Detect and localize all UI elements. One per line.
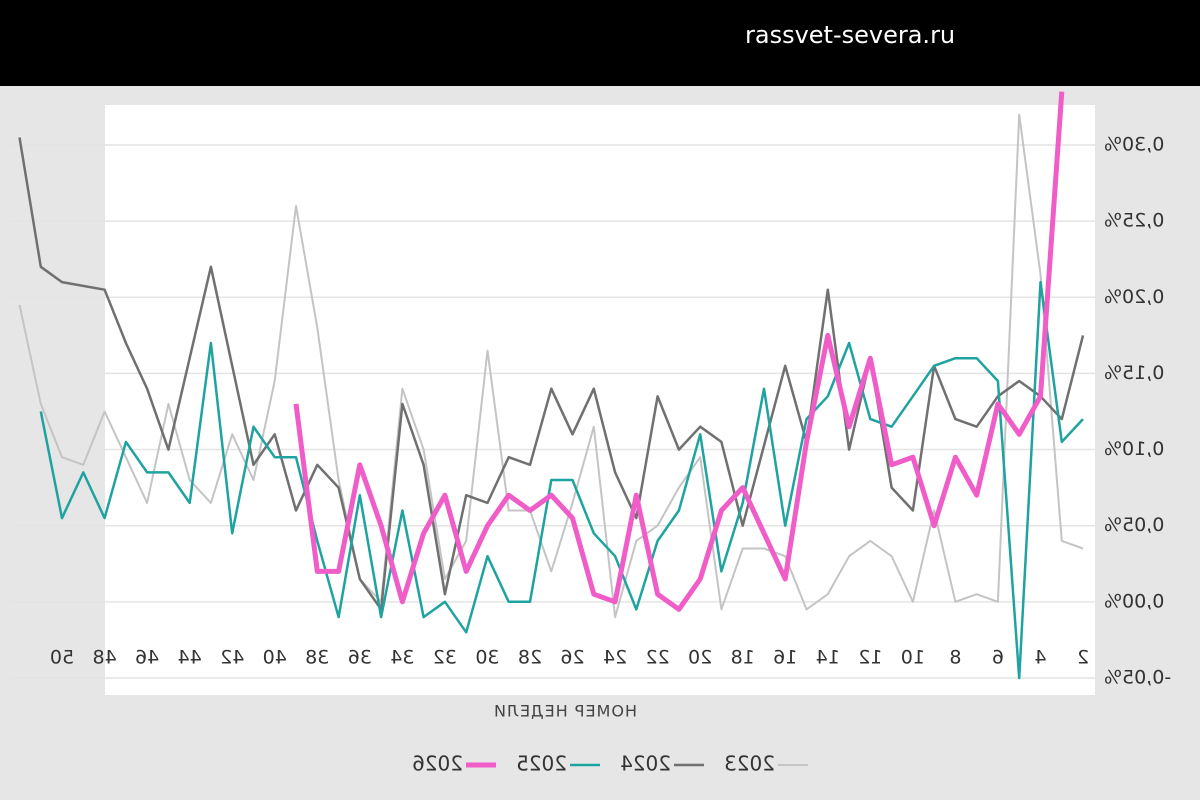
series-line xyxy=(293,91,1065,612)
x-tick-label: 50 xyxy=(50,647,74,669)
series-line xyxy=(18,137,1085,611)
x-tick-label: 8 xyxy=(949,647,961,669)
x-tick-label: 28 xyxy=(518,647,542,669)
y-tick-label: 0,10% xyxy=(1104,438,1164,460)
series-line xyxy=(18,113,1084,619)
x-tick-label: 36 xyxy=(348,647,372,669)
x-tick-label: 22 xyxy=(646,647,670,669)
x-tick-label: 4 xyxy=(1034,647,1046,669)
x-tick-label: 18 xyxy=(731,647,755,669)
x-tick-label: 10 xyxy=(901,647,925,669)
y-tick-label: 0,00% xyxy=(1104,590,1164,612)
x-tick-label: 26 xyxy=(560,647,584,669)
x-tick-label: 30 xyxy=(475,647,499,669)
x-tick-label: 34 xyxy=(390,647,414,669)
x-tick-label: 38 xyxy=(305,647,329,669)
x-tick-label: 6 xyxy=(992,647,1004,669)
y-tick-label: 0,25% xyxy=(1104,210,1164,232)
y-tick-label: 0,30% xyxy=(1104,134,1164,156)
x-tick-label: 44 xyxy=(178,647,202,669)
x-axis-title: НОМЕР НЕДЕЛИ xyxy=(493,702,637,721)
series-line xyxy=(39,280,1084,680)
x-tick-label: 48 xyxy=(92,647,116,669)
legend-label: 2023 xyxy=(724,752,775,776)
x-tick-label: 24 xyxy=(603,647,627,669)
top-band xyxy=(0,0,1200,86)
x-tick-label: 46 xyxy=(135,647,159,669)
watermark: rassvet-severa.ru xyxy=(745,21,955,49)
x-tick-label: 2 xyxy=(1077,647,1089,669)
mirrored-chart: -0,05% 0,00% 0,05% 0,10% 0,15% 0,20% 0,25% 0,30… xyxy=(10,91,1171,776)
y-tick-label: 0,05% xyxy=(1104,514,1164,536)
x-tick-label: 12 xyxy=(858,647,882,669)
y-tick-label: -0,05% xyxy=(1104,666,1171,688)
y-tick-label: 0,15% xyxy=(1104,362,1164,384)
x-tick-label: 42 xyxy=(220,647,244,669)
legend-label: 2024 xyxy=(620,752,671,776)
x-tick-label: 32 xyxy=(433,647,457,669)
x-tick-label: 40 xyxy=(263,647,287,669)
legend-label: 2026 xyxy=(412,752,463,776)
x-tick-label: 20 xyxy=(688,647,712,669)
y-tick-label: 0,20% xyxy=(1104,286,1164,308)
x-tick-label: 16 xyxy=(773,647,797,669)
legend-label: 2025 xyxy=(516,752,567,776)
x-tick-label: 14 xyxy=(816,647,840,669)
